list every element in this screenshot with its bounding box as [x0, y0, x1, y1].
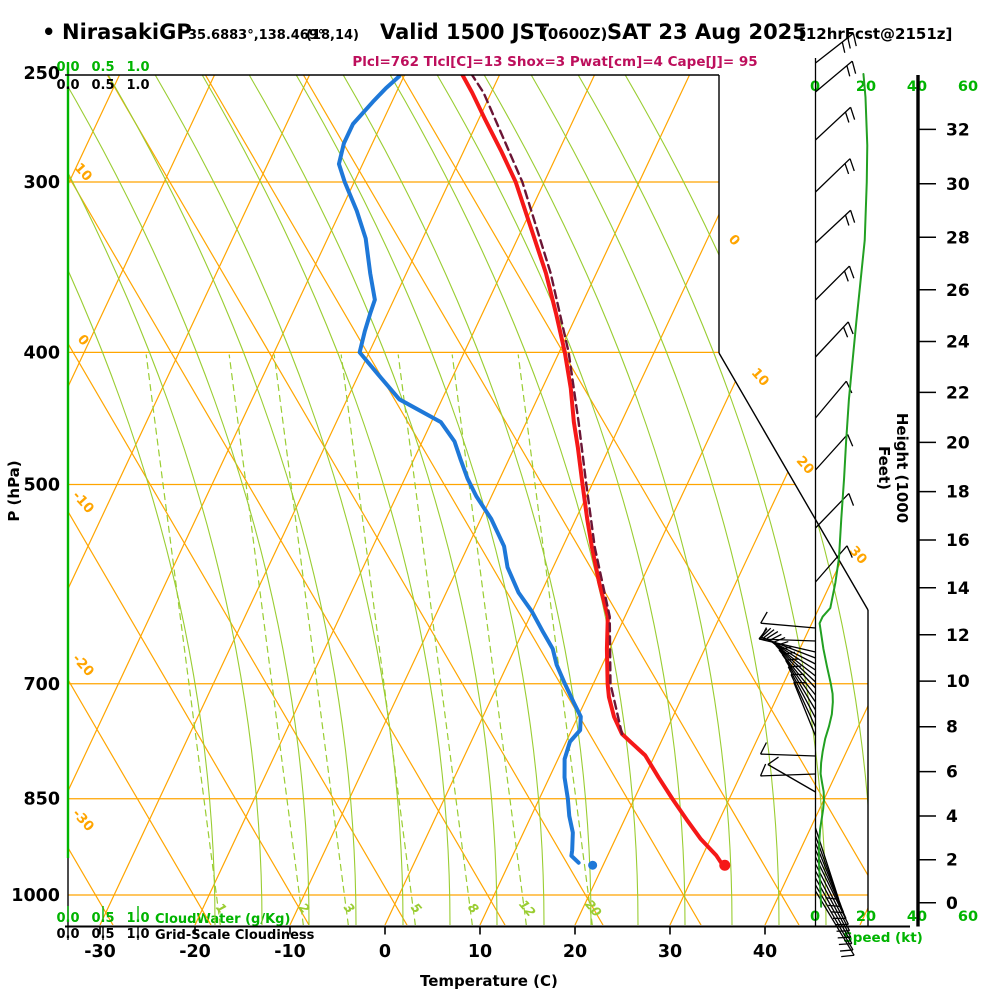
station-coordinates: 35.6883°,138.469°: [188, 28, 325, 43]
svg-text:-20: -20: [69, 651, 97, 680]
svg-text:30: 30: [846, 543, 870, 568]
speed-axis-title: Speed (kt): [843, 930, 923, 946]
svg-text:20: 20: [856, 909, 876, 925]
svg-text:-10: -10: [274, 942, 306, 962]
svg-text:2: 2: [946, 851, 958, 871]
svg-text:10: 10: [748, 365, 772, 390]
svg-text:32: 32: [946, 120, 970, 140]
station-bullet-icon: •: [42, 20, 56, 44]
svg-text:850: 850: [23, 790, 60, 810]
svg-text:20: 20: [856, 79, 876, 95]
temperature-axis-title: Temperature (C): [420, 972, 558, 990]
station-name: NirasakiGP: [62, 20, 192, 44]
svg-text:0.5: 0.5: [91, 927, 114, 942]
svg-text:60: 60: [958, 79, 978, 95]
svg-text:22: 22: [946, 383, 970, 403]
svg-text:700: 700: [23, 675, 60, 695]
surface-dots: [588, 859, 731, 871]
svg-text:26: 26: [946, 281, 970, 301]
svg-text:-30: -30: [69, 806, 97, 835]
svg-text:0.0: 0.0: [56, 911, 79, 926]
svg-text:0: 0: [725, 231, 743, 249]
svg-text:60: 60: [958, 909, 978, 925]
valid-time: Valid 1500 JST: [380, 20, 550, 44]
svg-text:4: 4: [946, 807, 958, 827]
svg-text:0: 0: [379, 942, 391, 962]
cloudiness-label: Grid-Scale Cloudiness: [155, 928, 315, 943]
svg-text:20: 20: [946, 433, 970, 453]
svg-text:0.0: 0.0: [56, 78, 79, 93]
svg-text:5: 5: [408, 900, 425, 917]
svg-text:0.5: 0.5: [91, 911, 114, 926]
svg-text:20: 20: [793, 453, 817, 478]
svg-text:20: 20: [582, 897, 605, 920]
valid-date: SAT 23 Aug 2025: [607, 20, 807, 44]
svg-text:1.0: 1.0: [126, 60, 149, 75]
svg-text:12: 12: [516, 897, 539, 920]
svg-text:-20: -20: [179, 942, 211, 962]
svg-text:16: 16: [946, 531, 970, 551]
svg-text:6: 6: [946, 763, 958, 783]
plot-border: [65, 74, 910, 928]
wind-speed-curve: [817, 73, 869, 908]
svg-text:8: 8: [465, 900, 482, 917]
svg-text:10: 10: [946, 672, 970, 692]
pressure-tick-labels: 250 300 400 500 700 850 1000: [11, 64, 60, 906]
stability-parameters: Plcl=762 Tlcl[C]=13 Shox=3 Pwat[cm]=4 Ca…: [352, 54, 758, 70]
svg-text:10: 10: [468, 942, 492, 962]
svg-text:0.5: 0.5: [91, 78, 114, 93]
svg-text:0.0: 0.0: [56, 60, 79, 75]
cloud-scale-ticks: 0.00.00.00.00.50.50.50.51.01.01.01.0: [56, 60, 149, 942]
svg-text:2: 2: [296, 900, 313, 916]
svg-text:1.0: 1.0: [126, 78, 149, 93]
svg-text:1.0: 1.0: [126, 927, 149, 942]
svg-text:300: 300: [23, 173, 60, 193]
wind-barbs: [758, 32, 857, 958]
svg-text:0.5: 0.5: [91, 60, 114, 75]
svg-text:1.0: 1.0: [126, 911, 149, 926]
forecast-info: [12hrFcst@2151z]: [799, 25, 953, 43]
svg-text:20: 20: [563, 942, 587, 962]
grid-point: (18,14): [306, 28, 360, 43]
svg-text:-30: -30: [84, 942, 116, 962]
svg-text:0.0: 0.0: [56, 927, 79, 942]
moist-adiabats: [68, 75, 868, 925]
svg-text:0: 0: [74, 331, 92, 349]
svg-text:28: 28: [946, 228, 970, 248]
adiabat-isotherm-labels: 10 0 -10 -20 -30 0 10 20 30: [69, 160, 870, 835]
svg-text:250: 250: [23, 64, 60, 84]
svg-text:10: 10: [71, 160, 95, 185]
svg-text:1: 1: [213, 900, 230, 916]
svg-text:12: 12: [946, 626, 970, 646]
svg-text:1000: 1000: [11, 886, 60, 906]
svg-text:400: 400: [23, 343, 60, 363]
svg-text:24: 24: [946, 332, 970, 352]
svg-text:40: 40: [753, 942, 777, 962]
temperature-tick-labels: -30 -20 -10 0 10 20 30 40: [84, 926, 777, 962]
mixing-ratio-lines: [145, 354, 593, 925]
parcel-path: [470, 75, 624, 736]
svg-text:-10: -10: [69, 488, 97, 517]
mixing-ratio-labels: 1 2 3 5 8 12 20: [213, 897, 605, 920]
svg-text:30: 30: [946, 175, 970, 195]
sounding-curves: [336, 75, 725, 868]
svg-text:500: 500: [23, 476, 60, 496]
skewt-grid: [68, 75, 868, 925]
svg-text:8: 8: [946, 718, 958, 738]
svg-text:18: 18: [946, 483, 970, 503]
svg-text:14: 14: [946, 579, 970, 599]
valid-time-utc: (0600Z): [541, 25, 608, 43]
svg-text:0: 0: [946, 894, 958, 914]
svg-text:30: 30: [658, 942, 682, 962]
